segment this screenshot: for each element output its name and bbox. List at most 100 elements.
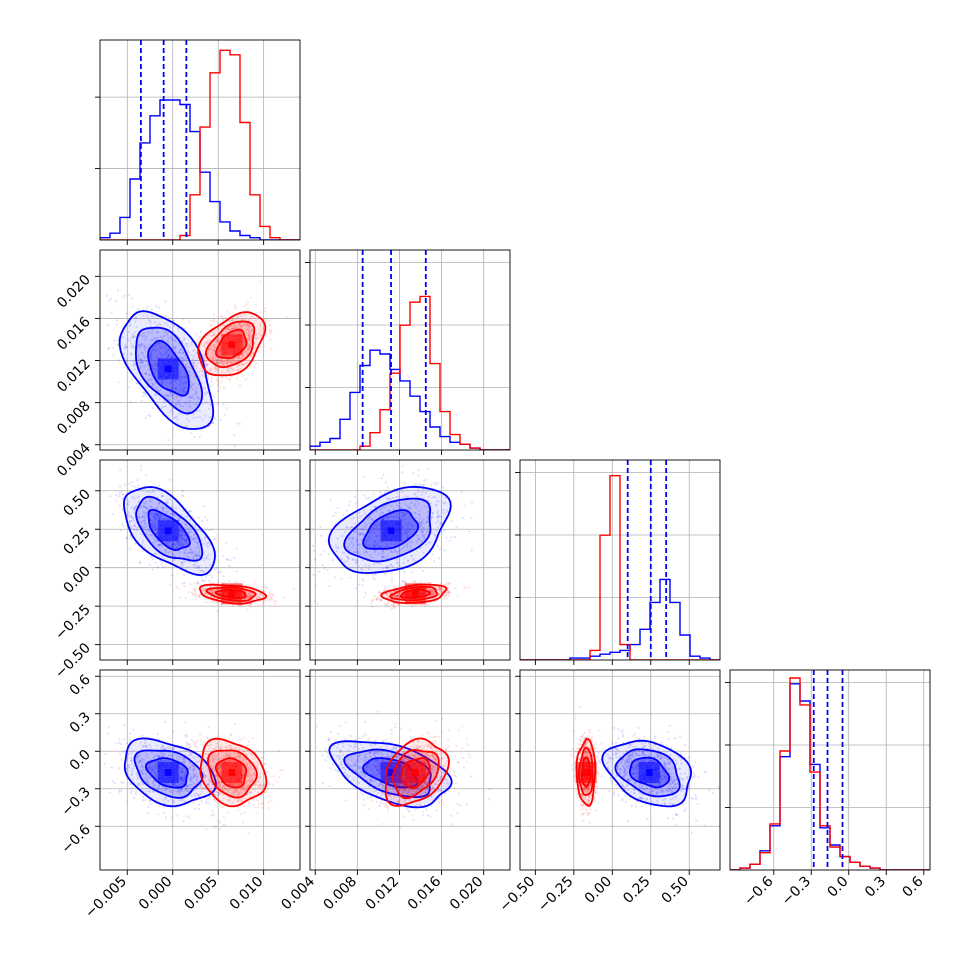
scatter-point xyxy=(158,397,161,400)
scatter-point xyxy=(390,504,393,507)
scatter-point xyxy=(245,332,248,335)
scatter-point xyxy=(184,381,188,384)
scatter-point xyxy=(351,545,354,548)
scatter-point xyxy=(358,583,361,586)
scatter-point xyxy=(256,596,259,599)
density-core xyxy=(380,520,402,542)
scatter-point xyxy=(179,375,182,378)
scatter-point xyxy=(184,375,187,378)
scatter-point xyxy=(233,325,236,328)
scatter-point xyxy=(421,491,424,494)
scatter-point xyxy=(193,533,196,536)
scatter-point xyxy=(364,592,367,595)
scatter-point xyxy=(185,539,188,542)
scatter-point xyxy=(178,403,181,406)
scatter-point xyxy=(375,598,378,601)
scatter-point xyxy=(167,439,170,442)
scatter-point xyxy=(169,409,172,412)
scatter-point xyxy=(403,580,406,584)
scatter-point xyxy=(183,561,186,564)
scatter-point xyxy=(146,379,150,382)
density-cell xyxy=(221,348,229,356)
scatter-point xyxy=(382,517,385,520)
scatter-point xyxy=(234,360,237,363)
scatter-point xyxy=(411,524,414,528)
panel-plot-area xyxy=(520,460,720,660)
scatter-point xyxy=(160,506,163,509)
scatter-point xyxy=(111,513,114,516)
scatter-point xyxy=(181,490,184,493)
density-cell xyxy=(157,372,165,380)
scatter-point xyxy=(145,790,148,793)
scatter-point xyxy=(196,339,199,342)
scatter-point xyxy=(148,563,151,567)
scatter-point xyxy=(218,758,221,761)
scatter-point xyxy=(460,491,463,494)
scatter-point xyxy=(234,318,238,321)
scatter-point xyxy=(249,329,252,332)
scatter-point xyxy=(359,516,362,519)
scatter-point xyxy=(129,732,132,735)
scatter-point xyxy=(436,588,439,592)
scatter-point xyxy=(210,320,213,323)
scatter-point xyxy=(320,534,323,537)
scatter-point xyxy=(146,756,149,759)
scatter-point xyxy=(157,517,160,520)
scatter-point xyxy=(230,319,234,322)
scatter-point xyxy=(243,598,246,601)
scatter-point xyxy=(170,816,173,819)
scatter-point xyxy=(326,569,329,572)
scatter-point xyxy=(183,760,186,763)
histogram-blue xyxy=(100,99,300,240)
scatter-point xyxy=(148,373,151,376)
scatter-point xyxy=(204,536,207,539)
scatter-point xyxy=(157,784,160,787)
scatter-point xyxy=(192,361,195,364)
scatter-point xyxy=(139,505,143,508)
scatter-point xyxy=(182,758,186,761)
scatter-point xyxy=(218,382,221,385)
scatter-point xyxy=(172,319,176,323)
scatter-point xyxy=(386,565,390,568)
scatter-point xyxy=(361,532,364,535)
scatter-point xyxy=(160,347,163,350)
scatter-point xyxy=(231,360,234,364)
scatter-point xyxy=(433,481,436,484)
scatter-point xyxy=(183,779,186,782)
scatter-point xyxy=(247,595,250,598)
scatter-point xyxy=(151,768,154,771)
scatter-point xyxy=(141,758,144,762)
scatter-point xyxy=(428,588,431,591)
scatter-point xyxy=(444,594,447,597)
scatter-point xyxy=(185,554,188,557)
scatter-point xyxy=(184,425,187,428)
scatter-point xyxy=(408,527,412,531)
scatter-point xyxy=(432,559,436,563)
scatter-point xyxy=(152,506,155,509)
scatter-point xyxy=(165,351,168,354)
scatter-point xyxy=(417,474,420,477)
scatter-point xyxy=(192,537,195,540)
scatter-point xyxy=(129,791,132,794)
scatter-point xyxy=(174,806,177,809)
scatter-point xyxy=(119,742,122,745)
scatter-point xyxy=(380,552,383,556)
scatter-point xyxy=(348,549,351,552)
scatter-point xyxy=(405,532,408,535)
scatter-point xyxy=(226,361,229,364)
scatter-point xyxy=(410,555,413,558)
scatter-point xyxy=(145,745,148,748)
scatter-point xyxy=(238,422,241,425)
scatter-point xyxy=(408,530,411,533)
scatter-point xyxy=(210,814,213,817)
scatter-point xyxy=(205,801,208,804)
scatter-point xyxy=(216,337,219,340)
scatter-point xyxy=(189,510,193,513)
scatter-point xyxy=(188,374,191,377)
scatter-point xyxy=(187,790,190,793)
scatter-point xyxy=(440,531,444,534)
scatter-point xyxy=(191,367,194,370)
scatter-point xyxy=(178,527,181,530)
scatter-point xyxy=(334,511,337,514)
scatter-point xyxy=(447,595,451,598)
